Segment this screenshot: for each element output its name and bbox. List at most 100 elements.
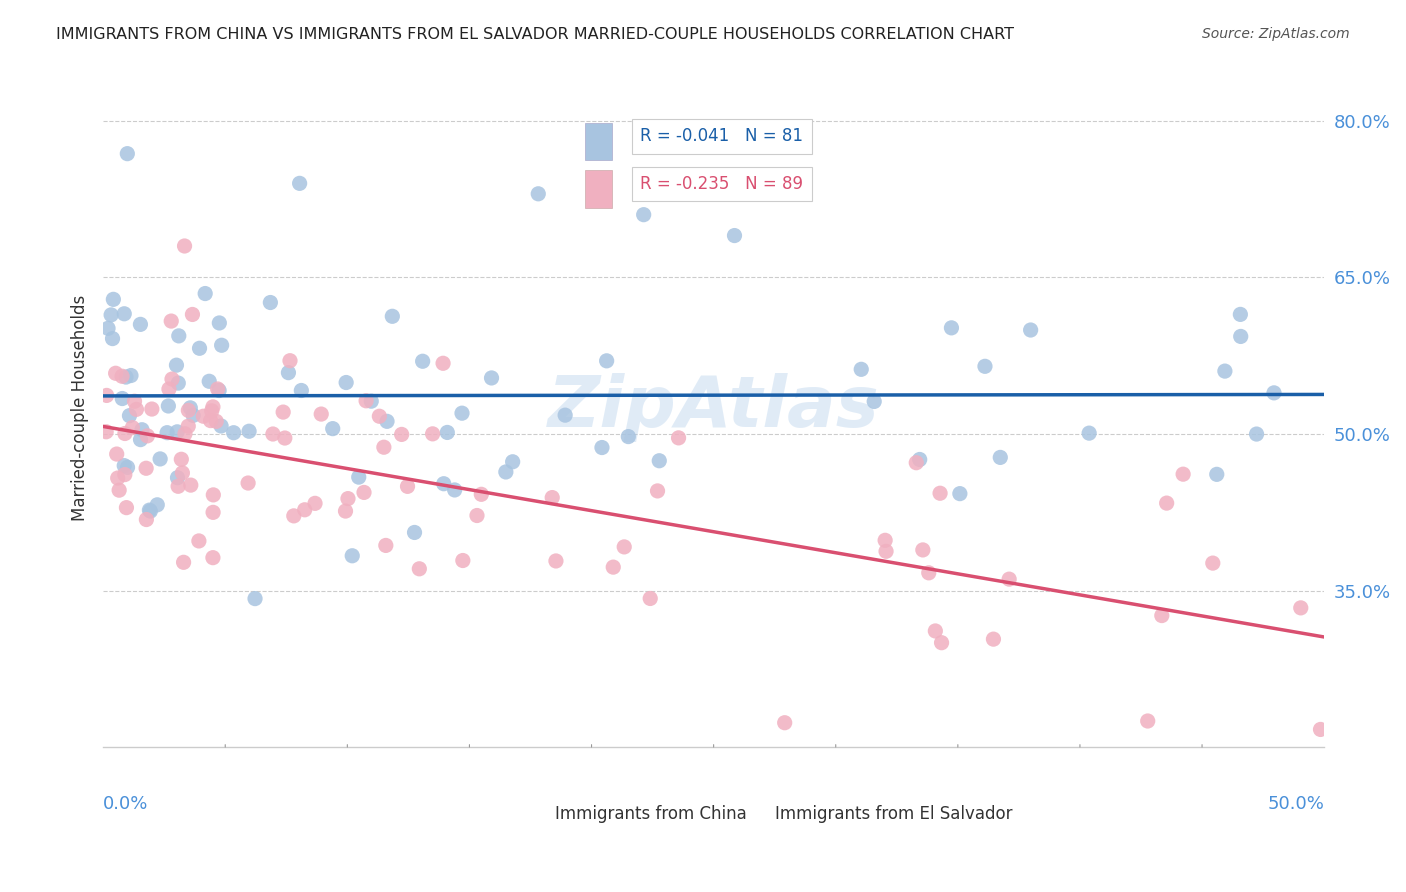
Point [172,466,194,480]
Point [236,476,259,491]
Point [222,425,245,440]
Point [135,512,157,526]
Point [139,504,162,518]
FancyBboxPatch shape [519,789,540,810]
Point [941,321,963,335]
Point [277,366,299,380]
Point [125,402,148,417]
Point [1263,385,1285,400]
Point [396,479,419,493]
Point [432,356,454,370]
Point [117,460,139,475]
Point [146,498,169,512]
Point [107,471,129,485]
Text: ZipAtlas: ZipAtlas [548,374,880,442]
Point [544,554,567,568]
Point [104,366,127,380]
Point [118,409,141,423]
Point [451,406,474,420]
Point [373,440,395,454]
Point [638,591,661,606]
Point [304,496,326,510]
Point [115,370,138,384]
Point [929,486,952,500]
Point [481,371,503,385]
Point [931,636,953,650]
Text: Source: ZipAtlas.com: Source: ZipAtlas.com [1202,27,1350,41]
Point [111,369,134,384]
Point [443,483,465,497]
Point [1150,608,1173,623]
Point [101,332,124,346]
Point [167,376,190,390]
Point [177,403,200,417]
Text: Immigrants from El Salvador: Immigrants from El Salvador [775,805,1012,822]
Point [773,715,796,730]
Point [617,429,640,443]
Point [875,533,897,548]
Point [1171,467,1194,482]
FancyBboxPatch shape [585,123,612,161]
Point [200,414,222,428]
Text: 0.0%: 0.0% [103,795,149,813]
Point [120,368,142,383]
Point [121,420,143,434]
Text: IMMIGRANTS FROM CHINA VS IMMIGRANTS FROM EL SALVADOR MARRIED-COUPLE HOUSEHOLDS C: IMMIGRANTS FROM CHINA VS IMMIGRANTS FROM… [56,27,1014,42]
Point [408,562,430,576]
Point [259,295,281,310]
Point [433,476,456,491]
Point [342,549,364,563]
Point [924,624,946,638]
Point [554,408,576,422]
Point [1019,323,1042,337]
Point [495,465,517,479]
Point [174,426,197,441]
Point [201,550,224,565]
Point [527,186,550,201]
Point [166,358,188,372]
Point [117,146,139,161]
Point [108,483,131,498]
Point [591,441,613,455]
Point [114,426,136,441]
Point [105,447,128,461]
Point [124,394,146,409]
Point [96,425,118,439]
Point [354,393,377,408]
Point [177,419,200,434]
Point [309,407,332,421]
Text: Immigrants from China: Immigrants from China [555,805,747,822]
Point [157,382,180,396]
Point [201,400,224,414]
Point [111,392,134,406]
Point [668,431,690,445]
Point [136,429,159,443]
Point [322,422,344,436]
Point [138,503,160,517]
Point [633,208,655,222]
Point [103,293,125,307]
Point [1136,714,1159,728]
Point [188,341,211,355]
Point [613,540,636,554]
Point [208,316,231,330]
Point [294,503,316,517]
Point [1202,556,1225,570]
Text: R = -0.235   N = 89: R = -0.235 N = 89 [640,175,803,193]
Point [541,491,564,505]
Point [96,388,118,402]
Point [875,544,897,558]
Point [381,310,404,324]
Point [949,486,972,500]
Point [238,424,260,438]
Point [988,450,1011,465]
Point [179,401,201,415]
Point [391,427,413,442]
Point [502,455,524,469]
Point [156,425,179,440]
Point [211,338,233,352]
Point [595,354,617,368]
Text: 50.0%: 50.0% [1267,795,1324,813]
FancyBboxPatch shape [744,789,766,810]
Point [908,452,931,467]
